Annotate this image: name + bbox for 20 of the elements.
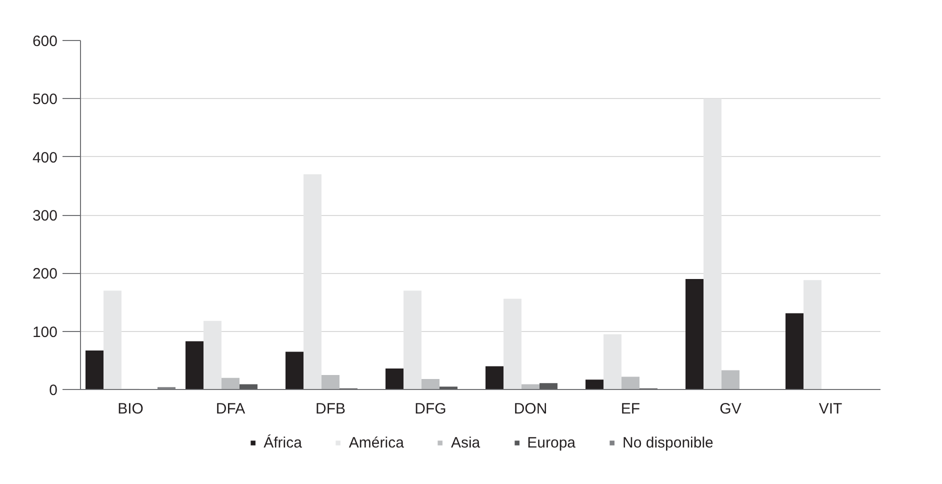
y-tick-label: 500 (32, 91, 58, 108)
y-tick-label: 400 (32, 149, 58, 166)
x-tick-label: DFG (414, 400, 446, 418)
legend-label: África (264, 434, 302, 451)
legend-label: Europa (527, 434, 576, 451)
y-tick-label: 300 (32, 208, 58, 224)
y-tick-label: 200 (32, 266, 58, 283)
legend-label: No disponible (622, 434, 714, 451)
y-tick-label: 600 (32, 33, 58, 50)
x-tick-label: DFA (216, 400, 246, 418)
y-tick-label: 0 (49, 382, 58, 399)
x-tick-label: GV (720, 400, 742, 418)
x-tick-label: DON (514, 400, 548, 418)
x-tick-label: EF (620, 400, 640, 418)
x-tick-label: BIO (118, 400, 144, 418)
x-tick-label: DFB (316, 400, 346, 418)
x-tick-label: VIT (818, 400, 842, 418)
legend-label: Asia (450, 434, 480, 451)
y-tick-label: 100 (32, 324, 58, 341)
legend-label: América (348, 434, 404, 451)
